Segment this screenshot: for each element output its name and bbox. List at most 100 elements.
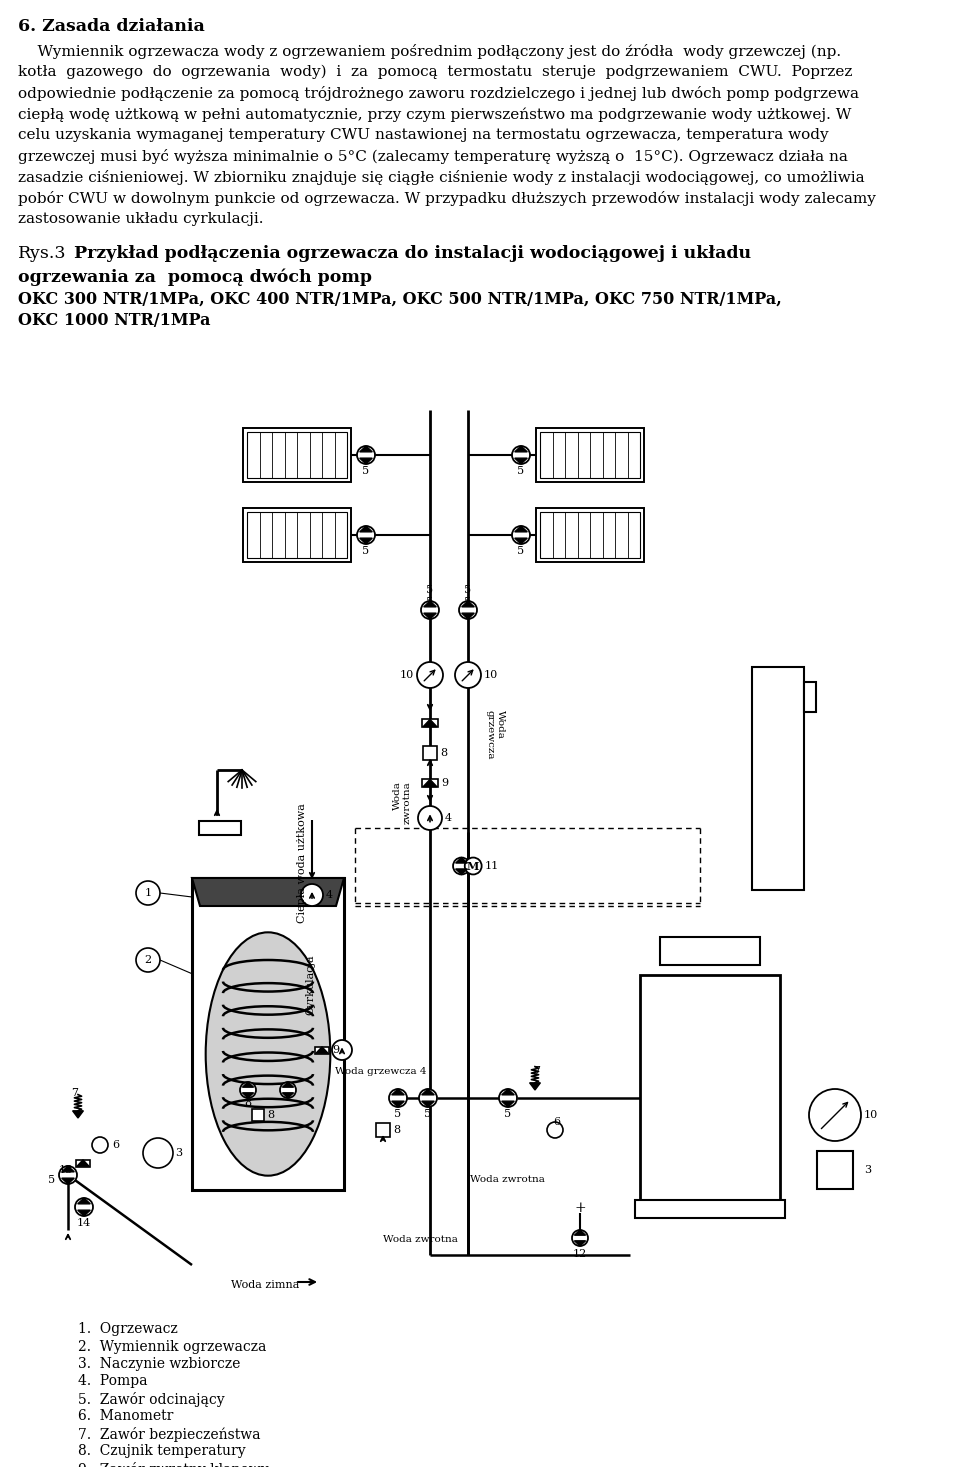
Bar xyxy=(252,1109,264,1121)
Text: zastosowanie układu cyrkulacji.: zastosowanie układu cyrkulacji. xyxy=(18,213,263,226)
Bar xyxy=(76,1159,90,1166)
Circle shape xyxy=(240,1083,256,1097)
Polygon shape xyxy=(423,719,437,726)
Polygon shape xyxy=(423,601,436,607)
Polygon shape xyxy=(502,1102,515,1108)
Text: 5: 5 xyxy=(426,585,434,596)
Polygon shape xyxy=(574,1229,586,1235)
Circle shape xyxy=(572,1229,588,1245)
Text: Woda zwrotna: Woda zwrotna xyxy=(383,1235,457,1244)
Text: 14: 14 xyxy=(77,1218,91,1228)
Polygon shape xyxy=(515,527,527,533)
Bar xyxy=(540,512,640,557)
Text: M: M xyxy=(467,861,479,871)
Text: 3: 3 xyxy=(864,1165,871,1175)
Text: 7: 7 xyxy=(534,1067,540,1075)
Circle shape xyxy=(301,885,323,907)
Text: 2: 2 xyxy=(144,955,152,965)
Text: 4: 4 xyxy=(326,890,333,899)
Text: 11: 11 xyxy=(485,861,499,871)
Text: 5: 5 xyxy=(395,1109,401,1119)
Bar xyxy=(635,1200,785,1218)
Circle shape xyxy=(455,662,481,688)
Text: OKC 1000 NTR/1MPa: OKC 1000 NTR/1MPa xyxy=(18,312,210,329)
Text: zasadzie ciśnieniowej. W zbiorniku znajduje się ciągłe ciśnienie wody z instalac: zasadzie ciśnieniowej. W zbiorniku znajd… xyxy=(18,170,865,185)
Text: 6.  Manometr: 6. Manometr xyxy=(78,1410,174,1423)
Bar xyxy=(804,682,816,711)
Text: 5: 5 xyxy=(48,1175,55,1185)
Circle shape xyxy=(419,1089,437,1108)
Circle shape xyxy=(459,601,477,619)
Polygon shape xyxy=(61,1178,74,1184)
Bar xyxy=(315,1046,329,1053)
Text: 6: 6 xyxy=(553,1116,561,1127)
Polygon shape xyxy=(77,1160,89,1166)
Text: Woda zimna: Woda zimna xyxy=(230,1281,300,1289)
Circle shape xyxy=(59,1166,77,1184)
Bar xyxy=(540,431,640,478)
Polygon shape xyxy=(78,1210,90,1216)
Circle shape xyxy=(136,948,160,973)
Polygon shape xyxy=(462,613,474,619)
Text: 2.  Wymiennik ogrzewacza: 2. Wymiennik ogrzewacza xyxy=(78,1339,266,1354)
Polygon shape xyxy=(423,613,436,619)
Polygon shape xyxy=(360,538,372,544)
Circle shape xyxy=(280,1083,296,1097)
Circle shape xyxy=(143,1138,173,1168)
Bar xyxy=(752,667,804,890)
Text: 5: 5 xyxy=(363,546,370,556)
Text: 1.  Ogrzewacz: 1. Ogrzewacz xyxy=(78,1322,178,1336)
Bar xyxy=(817,1152,853,1188)
Polygon shape xyxy=(360,527,372,533)
Text: 5: 5 xyxy=(363,467,370,475)
Bar xyxy=(536,508,644,562)
Text: 5: 5 xyxy=(426,597,434,607)
Circle shape xyxy=(465,858,482,874)
Bar xyxy=(192,879,344,1190)
Polygon shape xyxy=(392,1089,404,1094)
Text: Wymiennik ogrzewacza wody z ogrzewaniem pośrednim podłączony jest do źródła  wod: Wymiennik ogrzewacza wody z ogrzewaniem … xyxy=(18,44,841,59)
Text: 5: 5 xyxy=(424,1109,432,1119)
Polygon shape xyxy=(530,1083,540,1090)
Polygon shape xyxy=(423,779,437,786)
Text: Cyrkulacja: Cyrkulacja xyxy=(305,955,315,1015)
Circle shape xyxy=(547,1122,563,1138)
Text: odpowiednie podłączenie za pomocą trójdrożnego zaworu rozdzielczego i jednej lub: odpowiednie podłączenie za pomocą trójdr… xyxy=(18,87,859,101)
Polygon shape xyxy=(73,1111,84,1118)
Circle shape xyxy=(809,1089,861,1141)
Circle shape xyxy=(421,601,439,619)
Text: 10: 10 xyxy=(864,1111,878,1119)
Text: 6: 6 xyxy=(112,1140,119,1150)
Polygon shape xyxy=(360,458,372,464)
Text: 3.  Naczynie wzbiorcze: 3. Naczynie wzbiorcze xyxy=(78,1357,240,1372)
Polygon shape xyxy=(282,1083,294,1087)
Bar xyxy=(247,512,347,557)
Circle shape xyxy=(357,527,375,544)
Polygon shape xyxy=(421,1102,434,1108)
Text: 5: 5 xyxy=(517,546,524,556)
Text: Rys.3: Rys.3 xyxy=(18,245,66,263)
Text: 5: 5 xyxy=(465,585,471,596)
Text: 10: 10 xyxy=(484,670,498,681)
Circle shape xyxy=(136,882,160,905)
Polygon shape xyxy=(282,1093,294,1097)
Bar xyxy=(640,976,780,1200)
Text: celu uzyskania wymaganej temperatury CWU nastawionej na termostatu ogrzewacza, t: celu uzyskania wymaganej temperatury CWU… xyxy=(18,128,828,142)
Circle shape xyxy=(92,1137,108,1153)
Circle shape xyxy=(418,805,442,830)
Text: Woda
grzewcza: Woda grzewcza xyxy=(486,710,505,760)
Text: pobór CWU w dowolnym punkcie od ogrzewacza. W przypadku dłuższych przewodów inst: pobór CWU w dowolnym punkcie od ogrzewac… xyxy=(18,191,876,205)
Text: OKC 300 NTR/1MPa, OKC 400 NTR/1MPa, OKC 500 NTR/1MPa, OKC 750 NTR/1MPa,: OKC 300 NTR/1MPa, OKC 400 NTR/1MPa, OKC … xyxy=(18,290,781,308)
Text: 4.  Pompa: 4. Pompa xyxy=(78,1375,148,1388)
Text: ciepłą wodę użtkową w pełni automatycznie, przy czym pierwszeństwo ma podgrzewan: ciepłą wodę użtkową w pełni automatyczni… xyxy=(18,107,852,122)
Text: Ciepła woda użtkowa: Ciepła woda użtkowa xyxy=(297,802,307,923)
Ellipse shape xyxy=(205,933,330,1175)
Circle shape xyxy=(417,662,443,688)
Circle shape xyxy=(75,1199,93,1216)
Polygon shape xyxy=(61,1166,74,1172)
Text: 8.  Czujnik temperatury: 8. Czujnik temperatury xyxy=(78,1445,246,1458)
Text: Woda grzewcza 4: Woda grzewcza 4 xyxy=(335,1068,426,1077)
Text: 5: 5 xyxy=(517,467,524,475)
Polygon shape xyxy=(574,1241,586,1245)
Bar xyxy=(247,431,347,478)
